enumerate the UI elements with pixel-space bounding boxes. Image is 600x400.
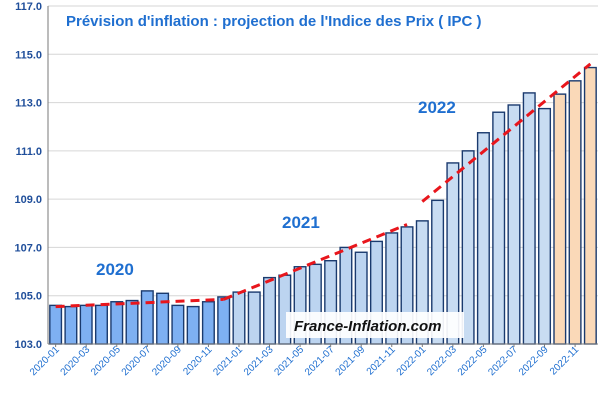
y-tick-label: 105.0 bbox=[14, 291, 42, 303]
trend-lines bbox=[55, 62, 592, 309]
bar-2021-03 bbox=[263, 276, 277, 345]
bar-2020-12 bbox=[217, 296, 231, 345]
bar-2020-01 bbox=[49, 304, 63, 345]
y-tick-label: 107.0 bbox=[14, 242, 42, 254]
bar-2022-09 bbox=[538, 107, 552, 345]
bar-2022-11 bbox=[568, 80, 582, 345]
y-tick-label: 115.0 bbox=[15, 49, 42, 61]
bar-2020-07 bbox=[140, 290, 154, 345]
watermark-background bbox=[286, 312, 464, 338]
y-tick-label: 111.0 bbox=[16, 146, 42, 158]
bar-2020-11 bbox=[201, 301, 215, 345]
annotation-2021: 2021 bbox=[282, 213, 320, 232]
y-tick-label: 103.0 bbox=[14, 339, 42, 351]
bar-2022-04 bbox=[461, 150, 475, 345]
bar-2020-02 bbox=[64, 305, 78, 345]
bar-2022-06 bbox=[492, 111, 506, 345]
y-tick-label: 113.0 bbox=[15, 98, 42, 110]
bar-2022-12 bbox=[583, 66, 597, 345]
bar-2022-08 bbox=[522, 92, 536, 345]
bar-2020-09 bbox=[171, 304, 185, 345]
chart-title: Prévision d'inflation : projection de l'… bbox=[66, 13, 482, 30]
grid-lines bbox=[48, 5, 598, 297]
bar-2020-10 bbox=[186, 305, 200, 345]
y-tick-label: 117.0 bbox=[15, 1, 42, 13]
annotation-2022: 2022 bbox=[418, 98, 456, 117]
bar-2022-05 bbox=[476, 132, 490, 345]
bar-2020-03 bbox=[79, 304, 93, 345]
bar-2020-04 bbox=[94, 304, 108, 345]
annotation-2020: 2020 bbox=[96, 260, 134, 279]
trend-line-3 bbox=[421, 62, 592, 203]
watermark-text: France-Inflation.com bbox=[294, 318, 442, 335]
watermark-box: France-Inflation.com bbox=[286, 312, 464, 338]
bar-2022-10 bbox=[553, 93, 567, 345]
bar-2021-01 bbox=[232, 291, 246, 345]
trend-line-1 bbox=[55, 297, 224, 309]
y-axis-ticks: 103.0 105.0 107.0 109.0 111.0 113.0 115.0 117.0 bbox=[14, 1, 42, 351]
bar-2021-02 bbox=[247, 291, 261, 345]
bars bbox=[49, 66, 597, 345]
bar-2022-07 bbox=[507, 104, 521, 345]
y-tick-label: 109.0 bbox=[14, 194, 42, 206]
trend-line-2 bbox=[223, 223, 408, 301]
bar-2020-06 bbox=[125, 299, 139, 345]
bar-2020-05 bbox=[110, 301, 124, 345]
